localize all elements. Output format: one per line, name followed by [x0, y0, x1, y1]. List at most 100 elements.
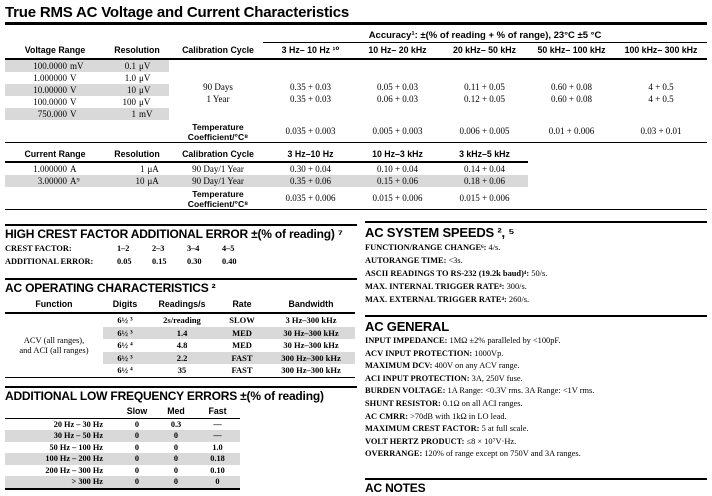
spec-item: INPUT IMPEDANCE: 1MΩ ±2% paralleled by <… [365, 335, 707, 348]
table-row: 6½ ³ 2s/reading SLOW 3 Hz–300 kHz [103, 314, 355, 327]
ac-general-section: AC GENERAL INPUT IMPEDANCE: 1MΩ ±2% para… [365, 315, 707, 461]
voltage-table-body: 100.0000 mV 0.1 μV 1.000000 V 1.0 μV 10.00000 V… [5, 60, 707, 120]
crest-factor-label: CREST FACTOR: [5, 244, 72, 253]
accuracy-90d: 0.35 + 0.03 [289, 82, 332, 92]
spec-label: ACI INPUT PROTECTION: [365, 373, 470, 383]
accuracy-value: 0.10 + 0.04 [376, 164, 419, 174]
additional-error-row: ADDITIONAL ERROR: 0.05 0.15 0.30 0.40 [5, 255, 357, 268]
bandwidth-cell: 300 Hz–300 kHz [281, 365, 341, 375]
column-header-calibration-cycle: Calibration Cycle [182, 45, 254, 55]
column-header-resolution: Resolution [114, 149, 160, 159]
function-line1: ACV (all ranges), [23, 335, 85, 346]
column-header-freq-band-2: 10 Hz– 20 kHz [368, 45, 427, 55]
bandwidth-cell: 300 Hz–300 kHz [281, 352, 341, 363]
fast-value: 0.18 [210, 454, 225, 463]
slow-value: 0 [134, 454, 140, 463]
accuracy-90d: 4 + 0.5 [648, 82, 674, 92]
resolution-value: 1 [131, 109, 137, 119]
med-value: 0.3 [170, 419, 182, 429]
temp-row-spacer [5, 187, 169, 209]
resolution-value: 100 [122, 97, 137, 107]
crest-factor-value: 3–4 [187, 244, 200, 253]
accuracy-header-row: Accuracy¹: ±(% of reading + % of range),… [5, 29, 707, 43]
spec-label: AUTORANGE TIME: [365, 256, 447, 265]
temp-label-line2: Coefficient/°C⁸ [187, 132, 249, 142]
fast-value: 1.0 [212, 442, 223, 452]
section-title-ac-notes: AC NOTES [365, 477, 707, 496]
slow-value: 0 [134, 465, 140, 475]
accuracy-header-spacer [5, 29, 263, 43]
ac-system-speeds-section: AC SYSTEM SPEEDS ², ⁵ FUNCTION/RANGE CHA… [365, 221, 707, 306]
range-value: 750.000 [37, 109, 67, 119]
spec-label: VOLT HERTZ PRODUCT: [365, 436, 465, 446]
accuracy-90d: 0.11 + 0.05 [464, 82, 505, 92]
table-row: 6½ ⁴ 4.8 MED 30 Hz–300 kHz [103, 339, 355, 352]
voltage-table-header-row: Voltage Range Resolution Calibration Cyc… [5, 43, 707, 60]
range-unit: A⁹ [70, 176, 80, 186]
table-row: 50 Hz – 100 Hz 0 0 1.0 [5, 442, 240, 454]
voltage-range-list: 100.0000 mV 0.1 μV 1.000000 V 1.0 μV 10.00000 V… [5, 60, 169, 120]
spec-item: ACI INPUT PROTECTION: 3A, 250V fuse. [365, 373, 707, 386]
accuracy-1yr: 0.06 + 0.03 [376, 94, 419, 104]
ac-operating-header-row: Function Digits Readings/s Rate Bandwidt… [5, 297, 355, 314]
range-value: 100.0000 [33, 97, 67, 107]
column-header-calibration-cycle: Calibration Cycle [182, 149, 254, 159]
table-row: 10.00000 V 10 μV [5, 84, 169, 96]
current-table-header-row: Current Range Resolution Calibration Cyc… [5, 147, 528, 163]
crest-factor-value: 2–3 [152, 244, 165, 253]
accuracy-value: 0.35 + 0.06 [289, 176, 332, 186]
spec-value: 260/s. [506, 295, 530, 304]
column-header-current-range: Current Range [24, 149, 86, 159]
current-temp-coefficient-row: Temperature Coefficient/°C⁸ 0.035 + 0.00… [5, 187, 707, 210]
cal-cycle: 90 Day/1 Year [192, 164, 244, 174]
spec-value: 4/s. [486, 243, 501, 252]
accuracy-cell: 0.11 + 0.05 0.12 + 0.05 [441, 60, 528, 120]
spec-item: MAX. INTERNAL TRIGGER RATE⁴: 300/s. [365, 280, 707, 293]
spec-item: AUTORANGE TIME: <3s. [365, 254, 707, 267]
column-header-freq-band-4: 50 kHz– 100 kHz [537, 45, 606, 55]
temp-coefficient-value: 0.015 + 0.006 [459, 193, 510, 203]
cal-cycle-90-days: 90 Days [203, 82, 233, 92]
column-header-freq-band-5: 100 kHz– 300 kHz [624, 45, 698, 55]
accuracy-value: 0.14 + 0.04 [463, 164, 506, 174]
low-freq-body: 20 Hz – 30 Hz 0 0.3 — 30 Hz – 50 Hz 0 0 … [5, 419, 240, 490]
rate-cell: SLOW [229, 315, 255, 325]
additional-error-value: 0.40 [222, 257, 237, 266]
ac-operating-body: ACV (all ranges), and ACI (all ranges) 6… [5, 314, 355, 378]
function-line2: and ACI (all ranges) [19, 345, 89, 356]
spec-label: ACV INPUT PROTECTION: [365, 348, 473, 358]
page-title: True RMS AC Voltage and Current Characte… [5, 0, 707, 25]
high-crest-factor-section: HIGH CREST FACTOR ADDITIONAL ERROR ±(% o… [5, 224, 357, 268]
spec-value: 1MΩ ±2% paralleled by <100pF. [447, 336, 561, 345]
spec-label: BURDEN VOLTAGE: [365, 386, 446, 396]
spec-item: OVERRANGE: 120% of range except on 750V … [365, 448, 707, 461]
range-unit: V [70, 73, 77, 83]
range-unit: V [70, 85, 77, 95]
cal-cycle: 90 Day/1 Year [192, 176, 244, 186]
med-value: 0 [173, 454, 179, 463]
spec-item: MAXIMUM CREST FACTOR: 5 at full scale. [365, 423, 707, 436]
accuracy-value: 0.30 + 0.04 [289, 164, 332, 174]
fast-value: 0.10 [210, 465, 225, 475]
accuracy-cell: 0.35 + 0.03 0.35 + 0.03 [267, 60, 354, 120]
spec-item: BURDEN VOLTAGE: 1A Range: <0.3V rms. 3A … [365, 385, 707, 398]
column-header-readings: Readings/s [158, 299, 206, 309]
spec-label: FUNCTION/RANGE CHANGE⁶: [365, 243, 487, 252]
left-column: HIGH CREST FACTOR ADDITIONAL ERROR ±(% o… [5, 213, 357, 496]
spec-item: VOLT HERTZ PRODUCT: ≤8 × 10⁷V·Hz. [365, 436, 707, 449]
spec-item: SHUNT RESISTOR: 0.1Ω on all ACI ranges. [365, 398, 707, 411]
digits-cell: 6½ ³ [117, 327, 133, 338]
table-row: 1.000000 V 1.0 μV [5, 72, 169, 84]
low-frequency-errors-section: ADDITIONAL LOW FREQUENCY ERRORS ±(% of r… [5, 385, 357, 490]
accuracy-header: Accuracy¹: ±(% of reading + % of range),… [263, 29, 707, 43]
section-title-ac-general: AC GENERAL [365, 315, 707, 335]
ac-operating-characteristics-section: AC OPERATING CHARACTERISTICS ² Function … [5, 278, 357, 378]
table-row: 100.0000 mV 0.1 μV [5, 60, 169, 72]
accuracy-1yr: 0.12 + 0.05 [463, 94, 506, 104]
accuracy-cell: 0.05 + 0.03 0.06 + 0.03 [354, 60, 441, 120]
freq-range: 200 Hz – 300 Hz [45, 465, 103, 475]
readings-cell: 2.2 [176, 352, 188, 363]
right-column: AC SYSTEM SPEEDS ², ⁵ FUNCTION/RANGE CHA… [365, 213, 707, 496]
temp-row-spacer [5, 120, 169, 142]
temp-coefficient-value: 0.035 + 0.006 [285, 193, 336, 203]
